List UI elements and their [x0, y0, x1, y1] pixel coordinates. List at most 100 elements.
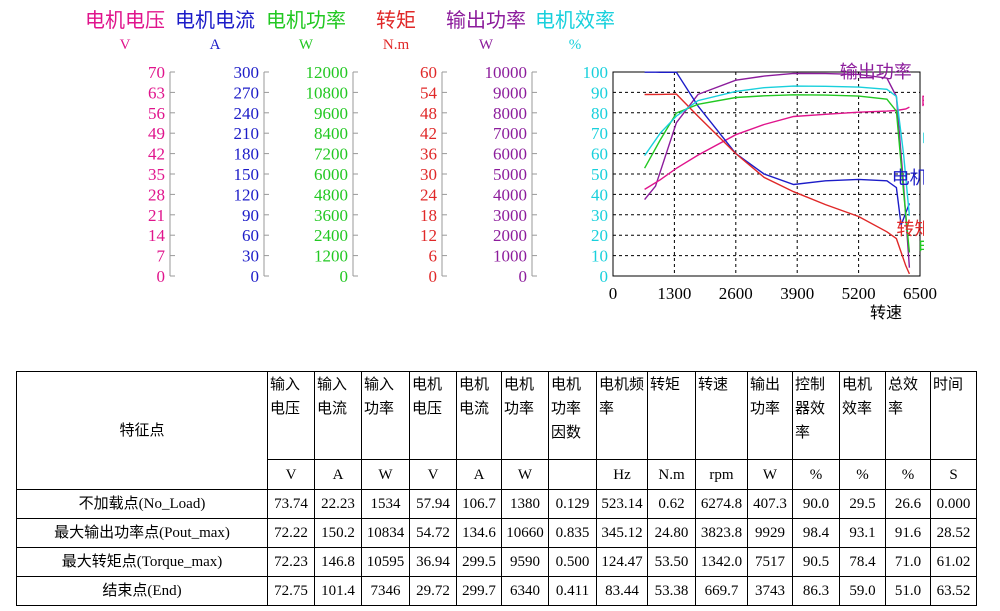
- value-cell: 669.7: [695, 576, 748, 606]
- y-tick-label: 3600: [314, 206, 348, 225]
- value-cell: 345.12: [596, 518, 648, 548]
- value-cell: 7517: [747, 547, 793, 577]
- column-header: 转速: [695, 371, 748, 460]
- column-header: 电机功率: [501, 371, 549, 460]
- column-header: 电机频率: [596, 371, 648, 460]
- y-tick-label: 8400: [314, 124, 348, 143]
- unit-cell: %: [792, 459, 840, 490]
- y-tick-label: 90: [242, 206, 259, 225]
- value-cell: 72.75: [267, 576, 315, 606]
- value-cell: 73.74: [267, 489, 315, 519]
- y-tick-label: 70: [148, 63, 165, 82]
- unit-cell: A: [456, 459, 502, 490]
- value-cell: 90.5: [792, 547, 840, 577]
- unit-cell: W: [747, 459, 793, 490]
- value-cell: 24.80: [647, 518, 696, 548]
- x-tick-label: 5200: [842, 284, 876, 303]
- x-tick-label: 1300: [657, 284, 691, 303]
- axis-title: 电机电压: [85, 8, 165, 32]
- x-tick-label: 6500: [903, 284, 937, 303]
- series-label: 电机: [892, 168, 928, 189]
- value-cell: 7346: [361, 576, 410, 606]
- y-tick-label: 4000: [493, 185, 527, 204]
- value-cell: 29.5: [839, 489, 886, 519]
- unit-cell: V: [267, 459, 315, 490]
- unit-cell: V: [409, 459, 457, 490]
- value-cell: 98.4: [792, 518, 840, 548]
- feature-point-table: 特征点 输入电压 输入电流 输入功率 电机电压 电机电流 电机功率 电机功率因数 电机频率 转矩转…: [16, 371, 977, 606]
- column-header: 电机效率: [839, 371, 886, 460]
- series-line-1: [644, 71, 911, 226]
- series-line-2: [643, 94, 911, 253]
- value-cell: 6274.8: [695, 489, 748, 519]
- value-cell: 1342.0: [695, 547, 748, 577]
- y-tick-label: 7200: [314, 145, 348, 164]
- y-tick-label: 20: [591, 226, 608, 245]
- y-tick-label: 0: [157, 267, 166, 286]
- y-tick-label: 30: [591, 206, 608, 225]
- y-tick-label: 7000: [493, 124, 527, 143]
- y-tick-label: 24: [420, 185, 438, 204]
- y-tick-label: 70: [591, 124, 608, 143]
- axis-unit: W: [479, 37, 494, 53]
- y-tick-label: 0: [429, 267, 438, 286]
- plot-frame: [612, 71, 921, 277]
- column-header: 时间: [930, 371, 977, 460]
- table-row: 最大输出功率点(Pout_max) 72.22 150.2 10834 54.72 134…: [16, 518, 977, 548]
- value-cell: 407.3: [747, 489, 793, 519]
- series-label: 输出功率: [840, 62, 912, 83]
- y-tick-label: 0: [600, 267, 609, 286]
- y-tick-label: 9600: [314, 104, 348, 123]
- series-lines: [643, 71, 911, 275]
- y-tick-label: 49: [148, 124, 165, 143]
- y-tick-label: 63: [148, 83, 165, 102]
- y-tick-label: 14: [148, 226, 166, 245]
- y-tick-label: 240: [234, 104, 260, 123]
- unit-cell: W: [361, 459, 410, 490]
- value-cell: 86.3: [792, 576, 840, 606]
- table-row: 不加载点(No_Load) 73.74 22.23 1534 57.94 106.7 138…: [16, 489, 977, 519]
- value-cell: 1380: [501, 489, 549, 519]
- axis-unit: A: [210, 37, 221, 53]
- value-cell: 299.5: [456, 547, 502, 577]
- y-tick-label: 7: [157, 247, 166, 266]
- y-tick-label: 270: [234, 83, 260, 102]
- y-tick-label: 10: [591, 247, 608, 266]
- value-cell: 28.52: [930, 518, 977, 548]
- y-tick-label: 10000: [485, 63, 528, 82]
- unit-cell: A: [314, 459, 362, 490]
- y-tick-label: 300: [234, 63, 260, 82]
- value-cell: 90.0: [792, 489, 840, 519]
- x-axis-title: 转速: [870, 303, 902, 322]
- value-cell: 36.94: [409, 547, 457, 577]
- column-header: 电机电压: [409, 371, 457, 460]
- value-cell: 9929: [747, 518, 793, 548]
- y-tick-label: 6000: [493, 145, 527, 164]
- value-cell: 61.02: [930, 547, 977, 577]
- value-cell: 54.72: [409, 518, 457, 548]
- y-tick-label: 9000: [493, 83, 527, 102]
- value-cell: 150.2: [314, 518, 362, 548]
- y-tick-label: 150: [234, 165, 260, 184]
- axis-unit: %: [569, 37, 582, 53]
- y-tick-label: 2000: [493, 226, 527, 245]
- value-cell: 26.6: [885, 489, 931, 519]
- y-tick-label: 100: [583, 63, 609, 82]
- value-cell: 3823.8: [695, 518, 748, 548]
- y-tick-label: 21: [148, 206, 165, 225]
- y-tick-label: 0: [519, 267, 528, 286]
- table-header-row: 特征点 输入电压 输入电流 输入功率 电机电压 电机电流 电机功率 电机功率因数 电机频率 转矩转…: [16, 371, 977, 490]
- y-tick-label: 0: [340, 267, 349, 286]
- unit-cell: [548, 459, 597, 490]
- value-cell: 10660: [501, 518, 549, 548]
- unit-cell: %: [885, 459, 931, 490]
- value-cell: 72.22: [267, 518, 315, 548]
- value-cell: 93.1: [839, 518, 886, 548]
- value-cell: 134.6: [456, 518, 502, 548]
- series-label: 电: [918, 238, 936, 259]
- table-row: 最大转矩点(Torque_max) 72.23 146.8 10595 36.94 299…: [16, 547, 977, 577]
